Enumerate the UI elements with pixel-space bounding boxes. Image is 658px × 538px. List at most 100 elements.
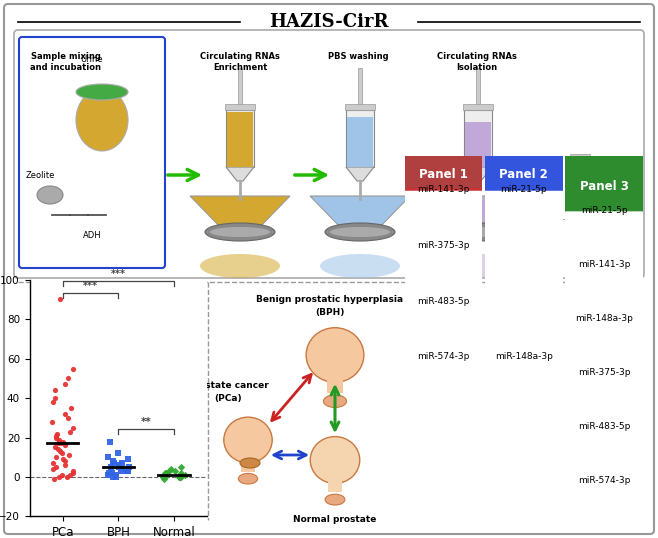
- Bar: [226, 110, 254, 167]
- Ellipse shape: [443, 223, 513, 241]
- Text: ~: ~: [571, 227, 577, 233]
- Point: [124, 463, 134, 471]
- Text: miR-21-5p: miR-21-5p: [581, 206, 627, 215]
- Point: [161, 469, 171, 477]
- Bar: [465, 122, 491, 167]
- Point: [122, 455, 133, 464]
- Ellipse shape: [76, 84, 128, 100]
- Text: Circulating RNAs
Enrichment: Circulating RNAs Enrichment: [200, 52, 280, 72]
- Point: [176, 463, 186, 471]
- Text: Benign prostatic hyperplasia: Benign prostatic hyperplasia: [257, 295, 403, 305]
- Text: ~: ~: [559, 217, 565, 223]
- Point: [47, 417, 57, 426]
- Text: Circulating RNAs
Isolation: Circulating RNAs Isolation: [437, 52, 517, 72]
- Polygon shape: [310, 196, 410, 231]
- Point: [50, 394, 61, 402]
- Point: [180, 471, 190, 479]
- Point: [108, 473, 118, 482]
- Point: [57, 471, 67, 479]
- Text: Urine: Urine: [81, 55, 103, 65]
- Text: Prostate cancer: Prostate cancer: [188, 380, 268, 390]
- Text: ~: ~: [583, 207, 589, 213]
- Point: [57, 449, 67, 458]
- Bar: [574, 200, 586, 235]
- Point: [123, 465, 134, 473]
- Ellipse shape: [37, 186, 63, 204]
- Point: [51, 463, 61, 471]
- Bar: [326, 378, 343, 393]
- Bar: [463, 104, 494, 110]
- Point: [108, 457, 118, 465]
- Ellipse shape: [205, 223, 275, 241]
- Point: [55, 295, 65, 304]
- Point: [103, 453, 113, 462]
- Point: [60, 441, 70, 450]
- FancyBboxPatch shape: [401, 147, 486, 203]
- Point: [49, 443, 60, 452]
- Bar: [227, 112, 253, 167]
- Point: [47, 459, 58, 468]
- Point: [109, 471, 120, 479]
- Ellipse shape: [306, 328, 364, 383]
- Point: [115, 467, 126, 476]
- Point: [62, 473, 72, 482]
- Ellipse shape: [438, 254, 518, 278]
- FancyBboxPatch shape: [19, 37, 165, 268]
- Text: ADH: ADH: [83, 230, 101, 239]
- Text: **: **: [141, 417, 151, 427]
- Text: (BPH): (BPH): [315, 308, 345, 317]
- Text: miR-148a-3p: miR-148a-3p: [495, 352, 553, 362]
- Ellipse shape: [238, 473, 258, 484]
- Point: [51, 453, 61, 462]
- Point: [119, 465, 130, 473]
- Point: [68, 469, 78, 477]
- Point: [174, 473, 184, 482]
- Point: [68, 467, 78, 476]
- Text: Panel 2: Panel 2: [499, 168, 548, 181]
- Point: [122, 467, 133, 476]
- Text: Zeolite: Zeolite: [25, 171, 55, 180]
- Point: [103, 471, 114, 479]
- Point: [113, 449, 124, 458]
- Ellipse shape: [200, 254, 280, 278]
- Ellipse shape: [325, 223, 395, 241]
- Point: [159, 475, 170, 483]
- Bar: [238, 68, 242, 107]
- FancyBboxPatch shape: [482, 189, 566, 388]
- FancyBboxPatch shape: [14, 30, 644, 278]
- Text: miR-375-3p: miR-375-3p: [417, 241, 470, 250]
- Bar: [570, 154, 590, 162]
- Point: [64, 451, 74, 459]
- FancyBboxPatch shape: [4, 4, 654, 534]
- Ellipse shape: [448, 227, 508, 237]
- Point: [63, 374, 73, 383]
- FancyBboxPatch shape: [562, 210, 646, 531]
- Point: [175, 473, 186, 482]
- Text: PBS washing: PBS washing: [328, 52, 389, 61]
- Text: Normal prostate: Normal prostate: [293, 515, 376, 525]
- FancyBboxPatch shape: [401, 189, 486, 388]
- Bar: [347, 117, 373, 167]
- Point: [63, 414, 73, 422]
- Point: [105, 437, 115, 446]
- Point: [49, 475, 59, 483]
- Text: miR-148a-3p: miR-148a-3p: [575, 314, 633, 323]
- Text: miR-21-5p: miR-21-5p: [501, 185, 547, 194]
- Bar: [224, 104, 255, 110]
- Point: [158, 473, 168, 482]
- Polygon shape: [428, 196, 528, 231]
- Polygon shape: [464, 167, 492, 181]
- Point: [51, 429, 62, 438]
- Point: [109, 459, 120, 468]
- Point: [114, 461, 124, 470]
- Point: [173, 473, 184, 482]
- Point: [60, 380, 70, 388]
- Point: [53, 435, 64, 444]
- Point: [50, 386, 61, 394]
- Point: [65, 427, 76, 436]
- Text: ***: ***: [83, 281, 98, 291]
- Point: [114, 463, 125, 471]
- Point: [64, 471, 75, 479]
- Point: [53, 473, 64, 482]
- Point: [106, 463, 116, 471]
